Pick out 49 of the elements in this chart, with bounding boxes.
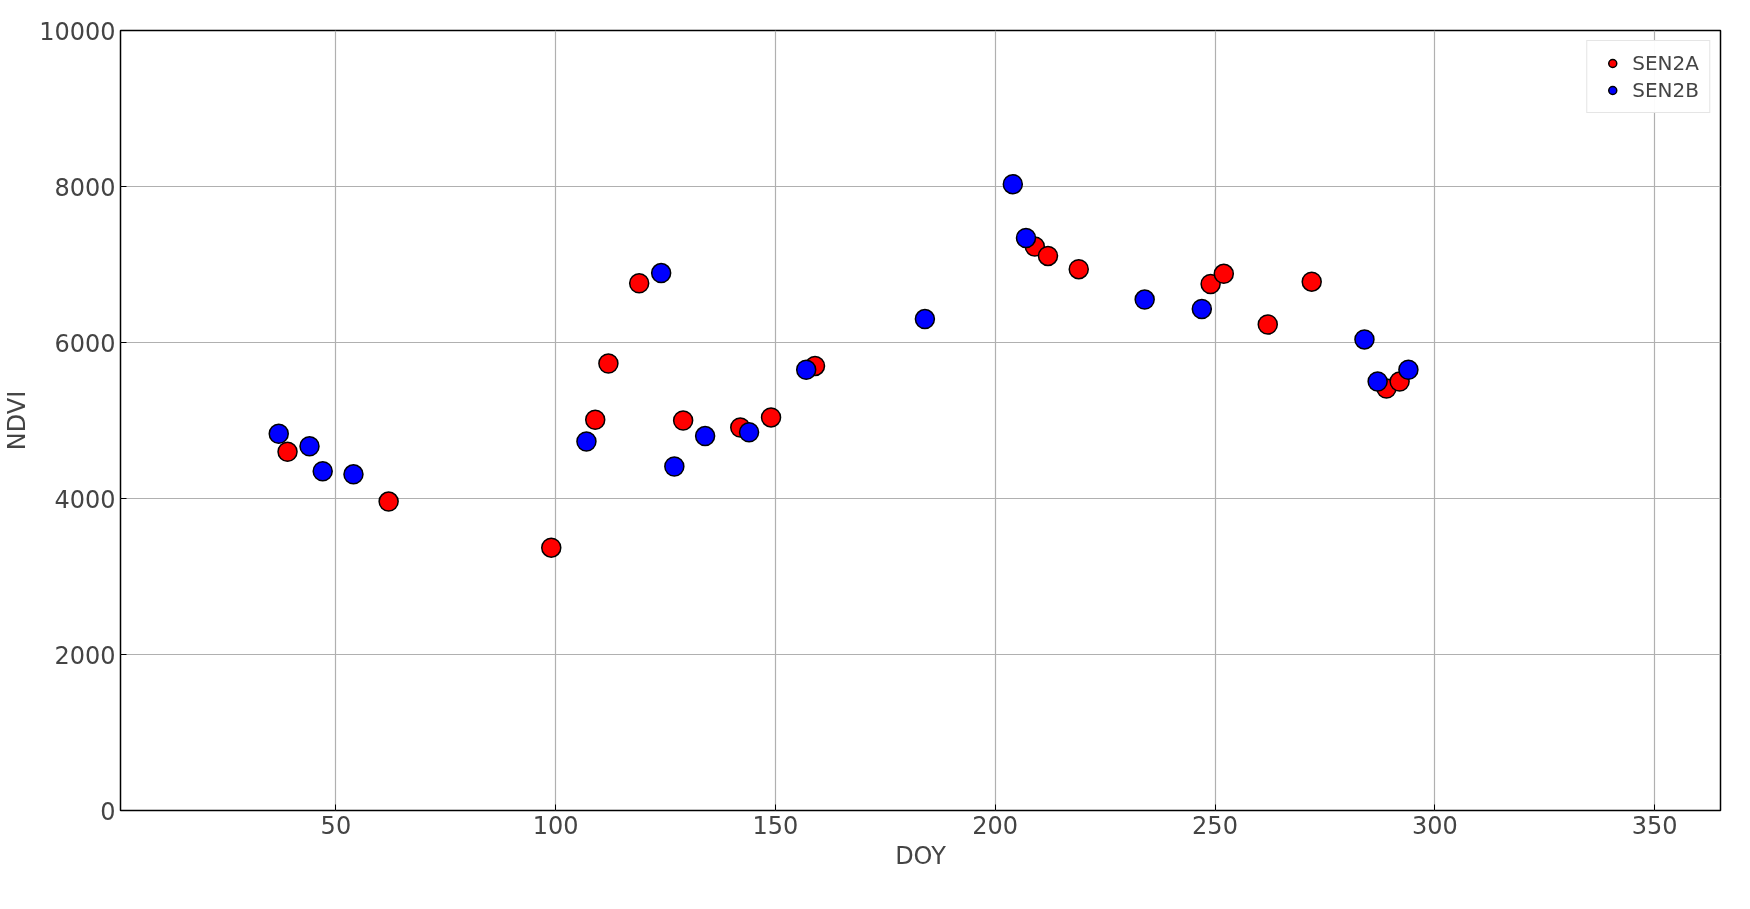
point bbox=[268, 423, 289, 444]
y-tick-label: 6000 bbox=[54, 329, 116, 358]
point bbox=[1015, 227, 1037, 249]
y-tick-label: 4000 bbox=[54, 485, 116, 514]
x-tick-label: 200 bbox=[972, 811, 1019, 840]
point bbox=[584, 409, 606, 430]
x-axis-title: DOY bbox=[895, 841, 947, 870]
point bbox=[598, 353, 619, 374]
point bbox=[1301, 271, 1322, 292]
point bbox=[795, 359, 817, 381]
x-tick-label: 300 bbox=[1411, 811, 1458, 840]
point bbox=[628, 272, 650, 294]
point bbox=[1354, 329, 1375, 350]
legend-label: SEN2B bbox=[1632, 78, 1699, 102]
point bbox=[1002, 173, 1024, 195]
point bbox=[1213, 263, 1235, 285]
x-tick-label: 250 bbox=[1192, 811, 1238, 840]
legend-label: SEN2A bbox=[1632, 51, 1699, 75]
point bbox=[1134, 289, 1155, 310]
point bbox=[343, 464, 364, 485]
x-tick-label: 50 bbox=[320, 811, 352, 840]
point bbox=[1367, 371, 1388, 392]
point bbox=[1191, 298, 1213, 320]
point bbox=[1068, 258, 1089, 280]
y-tick-label: 2000 bbox=[54, 641, 116, 670]
y-tick-label: 8000 bbox=[54, 173, 116, 202]
point bbox=[378, 491, 399, 512]
point bbox=[299, 436, 320, 457]
point bbox=[914, 308, 936, 330]
y-axis-title: NDVI bbox=[3, 390, 32, 451]
point bbox=[1037, 245, 1059, 267]
point bbox=[760, 407, 782, 428]
point bbox=[576, 431, 597, 452]
point bbox=[312, 460, 333, 482]
x-tick-label: 100 bbox=[532, 811, 579, 840]
point bbox=[1200, 273, 1221, 295]
point bbox=[738, 421, 760, 443]
y-tick-label: 10000 bbox=[39, 17, 116, 46]
x-tick-label: 350 bbox=[1631, 811, 1678, 840]
point bbox=[672, 410, 694, 431]
x-tick-label: 150 bbox=[752, 811, 799, 840]
point bbox=[664, 456, 685, 477]
point bbox=[1257, 314, 1278, 335]
point bbox=[650, 262, 672, 284]
point bbox=[1398, 359, 1419, 381]
point bbox=[277, 441, 298, 462]
point bbox=[694, 425, 716, 447]
point bbox=[541, 537, 562, 558]
y-tick-label: 0 bbox=[100, 797, 116, 826]
